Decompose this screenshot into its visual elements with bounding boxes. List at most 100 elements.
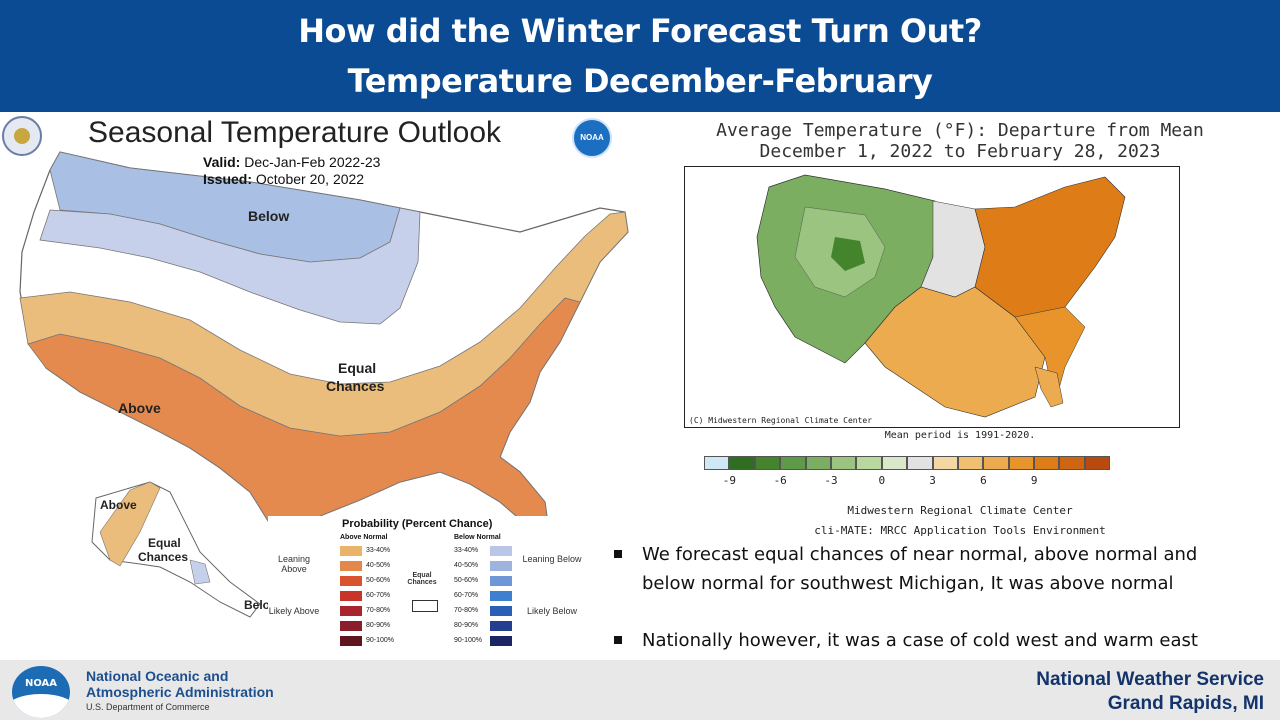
legend-above-range: 60-70%	[366, 592, 391, 599]
label-equal-1: Equal	[338, 360, 377, 376]
label-equal-2: Chances	[326, 378, 385, 394]
legend-below-swatch	[490, 576, 512, 586]
legend-below-header: Below Normal	[454, 534, 501, 541]
colorbar-tick: 6	[980, 474, 987, 487]
legend-below-swatch	[490, 606, 512, 616]
legend-below-swatch	[490, 636, 512, 646]
departure-title-2: December 1, 2022 to February 28, 2023	[759, 141, 1161, 162]
legend-above-range: 80-90%	[366, 622, 391, 629]
legend-below-range: 70-80%	[454, 607, 479, 614]
office-name: National Weather Service Grand Rapids, M…	[1036, 669, 1264, 714]
legend-below-range: 80-90%	[454, 622, 479, 629]
colorbar-cell	[1084, 456, 1111, 470]
colorbar-cell	[957, 456, 984, 470]
colorbar-cell	[754, 456, 781, 470]
legend-above-swatch	[340, 636, 362, 646]
probability-legend: Probability (Percent Chance) Above Norma…	[268, 516, 588, 656]
noaa-logo-icon: NOAA	[12, 666, 70, 718]
outlook-title: Seasonal Temperature Outlook	[88, 116, 502, 149]
title-bar: How did the Winter Forecast Turn Out? Te…	[0, 0, 1280, 112]
noaa-small-logo-icon: NOAA	[572, 118, 612, 158]
legend-below-swatch	[490, 591, 512, 601]
departure-source-2: cli-MATE: MRCC Application Tools Environ…	[814, 524, 1106, 537]
colorbar-tick: 0	[878, 474, 886, 487]
mean-period: Mean period is 1991-2020.	[884, 430, 1036, 441]
legend-above-header: Above Normal	[340, 534, 388, 541]
legend-below-swatch	[490, 546, 512, 556]
region-leaning-below	[39, 207, 421, 325]
legend-above-range: 70-80%	[366, 607, 391, 614]
region-leaning-above	[19, 211, 629, 437]
legend-below-range: 90-100%	[454, 637, 483, 644]
bullet-marker	[614, 550, 622, 558]
dep-southeast	[1014, 306, 1086, 404]
legend-above-range: 50-60%	[366, 577, 391, 584]
outlook-issued: Issued: October 20, 2022	[203, 171, 365, 187]
label-ak-above: Above	[100, 498, 137, 512]
legend-below-range: 40-50%	[454, 562, 479, 569]
legend-above-range: 90-100%	[366, 637, 395, 644]
legend-equal-chances: Equal Chances	[407, 572, 437, 586]
seasonal-outlook-panel: NOAA Seasonal Temperature Outlook Valid:…	[0, 112, 640, 660]
label-below: Below	[248, 208, 290, 224]
colorbar-cell	[780, 456, 806, 470]
colorbar-cell	[704, 456, 730, 470]
departure-credit: (C) Midwestern Regional Climate Center	[689, 416, 873, 425]
colorbar-tick: -9	[722, 474, 737, 487]
legend-below-swatch	[490, 561, 512, 571]
colorbar	[704, 456, 1111, 470]
colorbar-cell	[830, 456, 857, 470]
colorbar-cell	[881, 456, 908, 470]
colorbar-cell	[805, 456, 831, 470]
legend-above-swatch	[340, 546, 362, 556]
legend-above-swatch	[340, 561, 362, 571]
legend-likely-below: Likely Below	[526, 606, 578, 616]
label-above: Above	[118, 400, 161, 416]
doc-seal-icon	[2, 116, 42, 156]
agency-name: National Oceanic and Atmospheric Adminis…	[86, 668, 274, 700]
bullet-marker	[614, 636, 622, 644]
legend-above-swatch	[340, 576, 362, 586]
colorbar-cell	[983, 456, 1009, 470]
colorbar-cell	[1059, 456, 1085, 470]
legend-leaning-above: Leaning Above	[277, 554, 311, 574]
legend-title: Probability (Percent Chance)	[342, 518, 493, 530]
colorbar-cell	[1034, 456, 1060, 470]
colorbar-tick: 3	[929, 474, 936, 487]
departure-source-1: Midwestern Regional Climate Center	[847, 504, 1073, 517]
legend-leaning-below: Leaning Below	[522, 554, 582, 564]
legend-equal-swatch	[412, 600, 438, 612]
legend-likely-above: Likely Above	[268, 606, 320, 616]
colorbar-cell	[729, 456, 755, 470]
alaska-above	[99, 481, 161, 567]
legend-above-range: 40-50%	[366, 562, 391, 569]
legend-above-swatch	[340, 606, 362, 616]
legend-above-swatch	[340, 621, 362, 631]
dep-florida	[1034, 366, 1064, 408]
legend-above-range: 33-40%	[366, 547, 391, 554]
slide-subtitle: Temperature December-February	[347, 62, 933, 100]
slide-title: How did the Winter Forecast Turn Out?	[298, 12, 982, 50]
colorbar-cell	[907, 456, 933, 470]
bullet-item: Nationally however, it was a case of col…	[614, 626, 1254, 655]
legend-above-swatch	[340, 591, 362, 601]
outlook-valid: Valid: Dec-Jan-Feb 2022-23	[203, 154, 381, 170]
colorbar-tick: -6	[773, 474, 787, 487]
bullet-item: We forecast equal chances of near normal…	[614, 540, 1254, 598]
colorbar-cell	[856, 456, 882, 470]
legend-below-range: 33-40%	[454, 547, 479, 554]
colorbar-cell	[932, 456, 958, 470]
colorbar-tick: 9	[1030, 474, 1038, 487]
bullet-list: We forecast equal chances of near normal…	[614, 540, 1254, 655]
colorbar-tick: -3	[824, 474, 838, 487]
alaska-below	[189, 559, 211, 585]
departure-title-1: Average Temperature (°F): Departure from…	[716, 120, 1204, 141]
legend-below-range: 60-70%	[454, 592, 479, 599]
footer: NOAA National Oceanic and Atmospheric Ad…	[0, 660, 1280, 720]
outlook-map	[19, 151, 629, 618]
agency-department: U.S. Department of Commerce	[86, 702, 210, 712]
label-ak-equal-1: Equal	[148, 536, 181, 550]
departure-map-frame: (C) Midwestern Regional Climate Center	[684, 166, 1180, 428]
colorbar-cell	[1008, 456, 1035, 470]
legend-below-swatch	[490, 621, 512, 631]
